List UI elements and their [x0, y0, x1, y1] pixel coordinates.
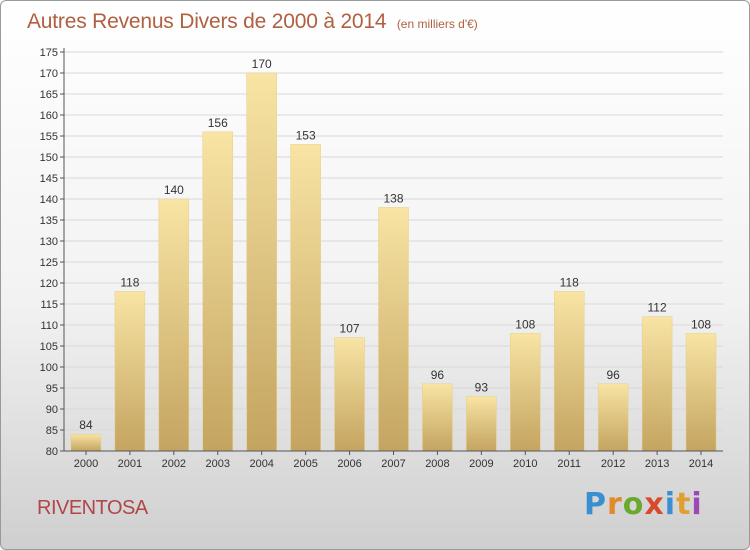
bar-2001 [114, 291, 146, 452]
x-tick-label-2005: 2005 [293, 458, 317, 470]
value-label-2005: 153 [296, 128, 316, 142]
bar-2008 [422, 383, 453, 452]
logo-letter: x [644, 487, 665, 522]
x-tick-label-2004: 2004 [249, 458, 273, 470]
value-label-2009: 93 [475, 380, 489, 394]
bar-2009 [466, 396, 497, 452]
value-label-2013: 112 [648, 301, 667, 315]
y-tick-label: 95 [46, 383, 58, 395]
value-label-2010: 108 [515, 317, 535, 331]
y-tick-label: 150 [40, 152, 58, 164]
x-tick-label-2007: 2007 [381, 458, 405, 470]
bar-2011 [553, 291, 585, 452]
value-label-2003: 156 [208, 116, 228, 130]
y-tick-label: 85 [46, 425, 58, 437]
x-tick-label-2010: 2010 [513, 458, 537, 470]
chart-title: Autres Revenus Divers de 2000 à 2014 [27, 10, 387, 33]
x-tick-label-2013: 2013 [645, 458, 669, 470]
y-tick-label: 145 [40, 173, 58, 185]
y-tick-label: 130 [40, 236, 58, 248]
y-tick-label: 80 [46, 446, 58, 458]
y-tick-label: 175 [40, 47, 58, 59]
x-tick-label-2002: 2002 [162, 458, 186, 470]
bar-2006 [334, 337, 365, 452]
value-label-2006: 107 [340, 322, 360, 336]
value-label-2008: 96 [431, 368, 445, 382]
chart-unit: (en milliers d'€) [396, 17, 478, 31]
x-tick-label-2001: 2001 [118, 458, 142, 470]
y-tick-label: 165 [40, 89, 58, 101]
y-tick-label: 125 [40, 257, 58, 269]
x-tick-label-2009: 2009 [469, 458, 493, 470]
value-label-2004: 170 [252, 57, 272, 71]
x-tick-label-2014: 2014 [689, 458, 713, 470]
bars [70, 72, 717, 452]
y-tick-label: 90 [46, 404, 58, 416]
value-label-2001: 118 [120, 275, 139, 289]
y-tick-label: 135 [40, 215, 58, 227]
logo-letter: o [622, 487, 645, 522]
bar-2004 [246, 72, 277, 452]
y-tick-label: 110 [40, 320, 58, 332]
bar-2000 [70, 433, 102, 452]
y-tick-label: 155 [40, 131, 58, 143]
value-label-2012: 96 [606, 368, 620, 382]
logo-letter: r [607, 487, 623, 522]
value-label-2002: 140 [164, 183, 184, 197]
title-row: Autres Revenus Divers de 2000 à 2014 (en… [27, 10, 478, 34]
x-tick-label-2003: 2003 [206, 458, 230, 470]
bar-2014 [685, 333, 717, 452]
logo-letter: i [691, 487, 703, 522]
y-axis-ticks: 80 85 90 95 100 105 110 115 120 125 130 135 140 145 15… [40, 47, 64, 458]
logo-letter: t [676, 487, 692, 522]
commune-name: RIVENTOSA [37, 497, 148, 519]
bar-2013 [641, 316, 673, 452]
y-tick-label: 100 [40, 362, 58, 374]
x-tick-label-2008: 2008 [425, 458, 449, 470]
proxiti-logo: Proxiti [584, 487, 703, 522]
logo-letter: i [664, 487, 677, 522]
y-tick-label: 140 [40, 194, 58, 206]
value-label-2011: 118 [560, 275, 579, 289]
value-label-2000: 84 [79, 418, 93, 432]
y-tick-label: 120 [40, 278, 58, 290]
x-tick-label-2012: 2012 [601, 458, 625, 470]
value-label-2007: 138 [383, 191, 403, 205]
value-label-2014: 108 [691, 317, 711, 331]
x-tick-label-2000: 2000 [74, 458, 98, 470]
bar-2002 [158, 198, 190, 452]
x-axis-ticks: 2000 2001 2002 2003 2004 2005 2006 2007 2008 2009… [74, 451, 713, 470]
y-tick-label: 105 [40, 341, 58, 353]
bar-2003 [202, 131, 234, 452]
value-labels: 84 118 140 156 170 153 107 138 96 93 108 118 96 112 10… [79, 57, 711, 432]
bar-2007 [378, 207, 409, 452]
x-tick-label-2011: 2011 [557, 458, 581, 470]
y-tick-label: 160 [40, 110, 58, 122]
bar-2012 [597, 383, 629, 452]
y-tick-label: 170 [40, 68, 58, 80]
y-tick-label: 115 [40, 299, 58, 311]
bar-2005 [290, 144, 321, 452]
logo-letter: P [584, 487, 607, 522]
bar-2010 [510, 333, 541, 452]
x-tick-label-2006: 2006 [337, 458, 361, 470]
